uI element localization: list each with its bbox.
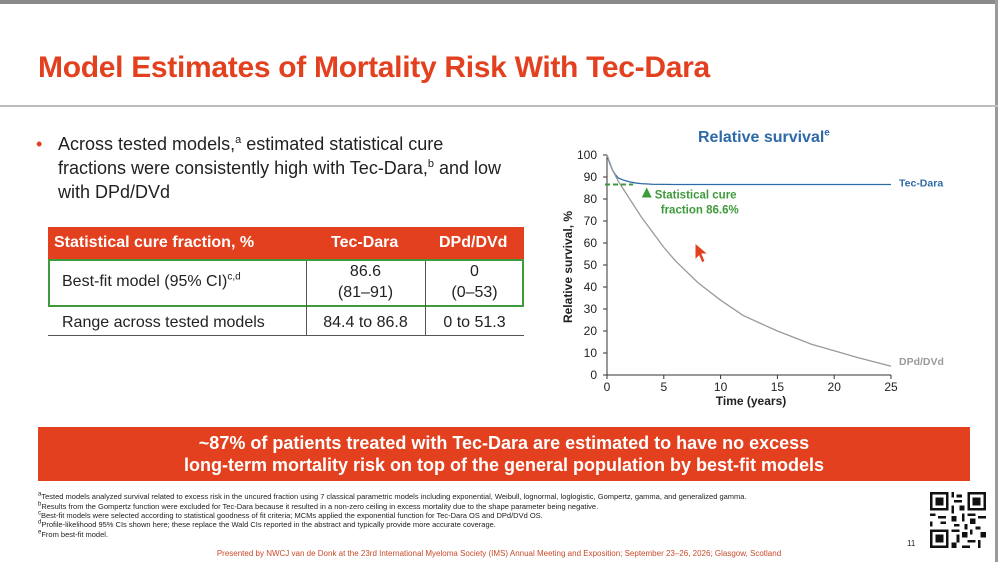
table-header-measure: Statistical cure fraction, % xyxy=(54,234,255,251)
presented-by: Presented by NWCJ van de Donk at the 23r… xyxy=(216,549,782,558)
bullet-text-1: Across tested models, xyxy=(58,134,236,154)
chart-title: Relative survivale xyxy=(698,127,830,146)
best-fit-label: Best-fit model (95% CI)c,d xyxy=(62,271,241,290)
bullet-text-2: estimated statistical cure fractions wer… xyxy=(58,134,444,178)
x-tick-label: 20 xyxy=(828,380,842,394)
y-tick-label: 90 xyxy=(584,170,598,184)
footnote-text: From best-fit model. xyxy=(41,530,109,539)
best-fit-tec-ci: (81–91) xyxy=(337,284,394,301)
top-border xyxy=(0,0,998,4)
series-line-dpd-dvd xyxy=(606,154,892,367)
table-divider xyxy=(306,261,307,335)
chart-annotation: Statistical cure fraction 86.6% xyxy=(605,183,739,216)
range-tec-value: 84.4 to 86.8 xyxy=(323,314,408,331)
key-finding-banner: ~87% of patients treated with Tec-Dara a… xyxy=(38,427,970,481)
footnote-a: aTested models analyzed survival related… xyxy=(38,491,747,502)
table-divider xyxy=(425,261,426,335)
y-tick-label: 10 xyxy=(584,346,598,360)
annotation-line-2: fraction 86.6% xyxy=(661,204,739,216)
x-tick-label: 0 xyxy=(604,380,611,394)
range-dpd-value: 0 to 51.3 xyxy=(443,314,506,331)
table-header-dpd-dvd: DPd/DVd xyxy=(439,234,508,251)
footnote-b: bResults from the Gompertz function were… xyxy=(38,501,599,512)
x-tick-label: 5 xyxy=(660,380,667,394)
footnote-text: Tested models analyzed survival related … xyxy=(41,492,747,501)
footnote-text: Results from the Gompertz function were … xyxy=(41,502,599,511)
footnote-marker: e xyxy=(38,529,42,536)
bullet-text-3: and low with DPd/DVd xyxy=(58,158,501,202)
title-divider xyxy=(0,105,998,107)
slide-title: Model Estimates of Mortality Risk With T… xyxy=(38,51,710,84)
mouse-cursor-icon xyxy=(694,241,710,264)
footnote-ref-e: e xyxy=(824,127,830,139)
series-label-dpd-dvd: DPd/DVd xyxy=(899,356,944,368)
footnote-ref-a: a xyxy=(235,134,242,146)
annotation-line-1: Statistical cure xyxy=(655,189,737,201)
chart-series: Tec-Dara DPd/DVd xyxy=(606,154,944,368)
bullet-marker: • xyxy=(36,134,43,154)
x-tick-label: 25 xyxy=(884,380,898,394)
footnote-marker: d xyxy=(38,519,42,526)
y-tick-label: 60 xyxy=(584,236,598,250)
footnote-text: Best-fit models were selected according … xyxy=(41,511,543,520)
x-tick-label: 10 xyxy=(714,380,728,394)
qr-code-icon xyxy=(930,492,986,548)
banner-line-1: ~87% of patients treated with Tec-Dara a… xyxy=(198,433,810,453)
footnote-marker: b xyxy=(38,501,42,508)
y-tick-label: 50 xyxy=(584,258,598,272)
y-axis-label: Relative survival, % xyxy=(561,211,575,323)
relative-survival-chart: 0 10 20 30 40 50 60 70 80 90 100 0 5 10 15 20 25 Time (ye… xyxy=(561,148,944,408)
footnote-e: eFrom best-fit model. xyxy=(38,529,109,540)
cure-fraction-marker xyxy=(641,187,652,198)
series-line-tec-dara xyxy=(606,154,891,186)
footnote-c: cBest-fit models were selected according… xyxy=(38,510,543,521)
table-header-row: Statistical cure fraction, % Tec-Dara DP… xyxy=(48,227,524,259)
banner-line-2: long-term mortality risk on top of the g… xyxy=(183,455,825,475)
right-border xyxy=(995,0,998,562)
y-tick-label: 40 xyxy=(584,280,598,294)
chart-axes: 0 10 20 30 40 50 60 70 80 90 100 0 5 10 15 20 25 Time (ye… xyxy=(561,148,898,408)
footnote-ref-b: b xyxy=(427,158,434,170)
footnote-marker: a xyxy=(38,491,42,498)
best-fit-tec-value: 86.6 xyxy=(349,263,382,280)
table-row-best-fit xyxy=(48,259,524,307)
best-fit-dpd-value: 0 xyxy=(470,263,479,280)
page-number: 11 xyxy=(907,539,916,548)
best-fit-dpd-ci: (0–53) xyxy=(451,284,498,301)
footnote-d: dProfile-likelihood 95% CIs shown here; … xyxy=(38,519,496,530)
footnote-marker: c xyxy=(38,510,41,517)
y-tick-label: 20 xyxy=(584,324,598,338)
series-label-tec-dara: Tec-Dara xyxy=(899,177,943,189)
x-axis-label: Time (years) xyxy=(716,394,786,408)
y-tick-label: 30 xyxy=(584,302,598,316)
range-label: Range across tested models xyxy=(62,314,265,331)
y-tick-label: 100 xyxy=(577,148,597,162)
x-tick-label: 15 xyxy=(771,380,785,394)
table-row-range xyxy=(48,307,524,336)
table-header-tec-dara: Tec-Dara xyxy=(331,234,399,251)
y-tick-label: 0 xyxy=(590,368,597,382)
footnote-text: Profile-likelihood 95% CIs shown here; t… xyxy=(41,520,496,529)
y-tick-label: 80 xyxy=(584,192,598,206)
y-tick-label: 70 xyxy=(584,214,598,228)
bullet-text: Across tested models,a estimated statist… xyxy=(58,132,508,204)
footnote-ref-cd: c,d xyxy=(227,271,241,283)
